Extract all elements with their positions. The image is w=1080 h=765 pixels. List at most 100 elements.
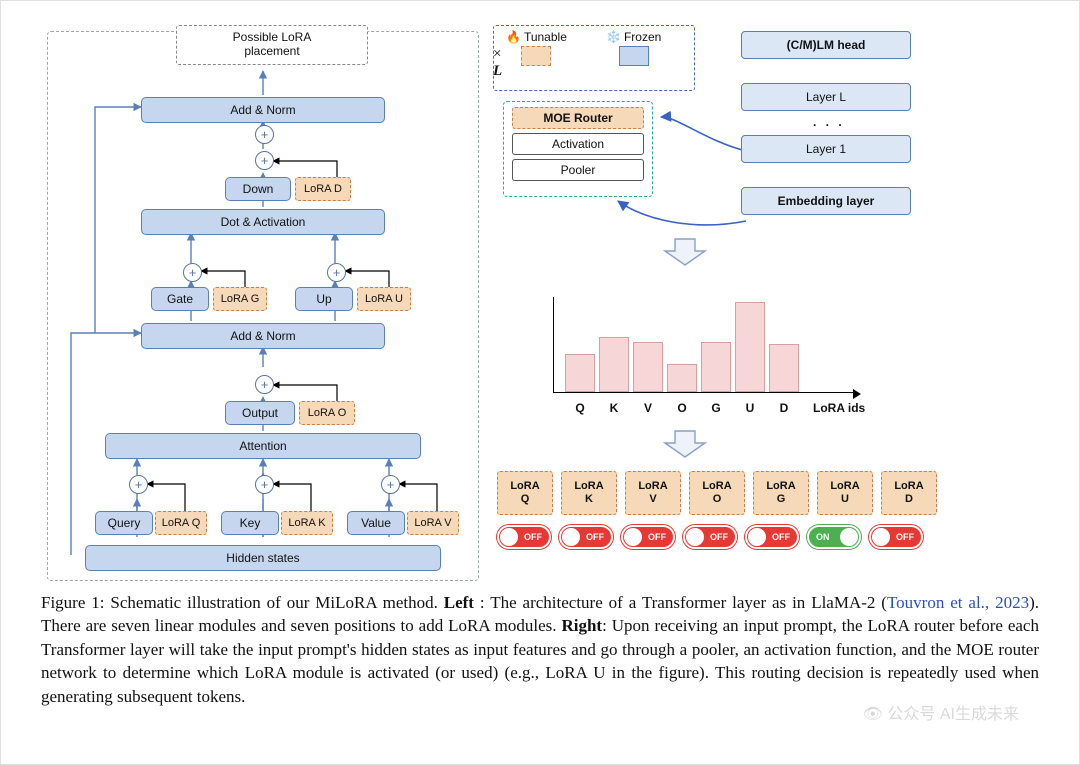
down-box: Down	[225, 177, 291, 201]
lora-card-D: LoRAD	[881, 471, 937, 515]
dot-activation-box: Dot & Activation	[141, 209, 385, 235]
plus-o: +	[255, 375, 274, 394]
legend-box: 🔥 Tunable ❄️ Frozen	[493, 25, 695, 91]
gate-label: Gate	[167, 292, 193, 306]
add-norm-top-box: Add & Norm	[141, 97, 385, 123]
moe-router-box: MOE Router	[512, 107, 644, 129]
attention-box: Attention	[105, 433, 421, 459]
layer-L-box: Layer L	[741, 83, 911, 111]
frozen-label-row: ❄️ Frozen	[606, 30, 661, 44]
tunable-label-row: 🔥 Tunable	[506, 30, 567, 44]
possible-lora-box: Possible LoRAplacement	[176, 25, 368, 65]
caption-left-label: Left	[444, 593, 474, 612]
lora-v-box: LoRA V	[407, 511, 459, 535]
hidden-states-box: Hidden states	[85, 545, 441, 571]
hist-x-arrow-icon	[853, 389, 861, 399]
lora-cards-row: LoRAQLoRAKLoRAVLoRAOLoRAGLoRAULoRAD	[497, 471, 937, 515]
lora-ids-label: LoRA ids	[813, 401, 865, 415]
possible-lora-label: Possible LoRAplacement	[233, 31, 312, 59]
hist-tick-O: O	[667, 401, 697, 415]
fire-icon: 🔥	[506, 30, 521, 44]
hist-y-axis	[553, 297, 554, 393]
caption-prefix: Figure 1: Schematic illustration of our …	[41, 593, 444, 612]
plus-d: +	[255, 151, 274, 170]
caption-citation: Touvron et al., 2023	[887, 593, 1029, 612]
embedding-box: Embedding layer	[741, 187, 911, 215]
lora-q-box: LoRA Q	[155, 511, 207, 535]
output-box: Output	[225, 401, 295, 425]
gate-box: Gate	[151, 287, 209, 311]
lora-card-G: LoRAG	[753, 471, 809, 515]
lora-card-Q: LoRAQ	[497, 471, 553, 515]
histogram: QKVOGUD LoRA ids	[543, 287, 873, 421]
tunable-swatch	[521, 46, 551, 66]
router-pooler-label: Pooler	[561, 163, 596, 177]
lora-q-label: LoRA Q	[162, 517, 201, 529]
embedding-label: Embedding layer	[778, 194, 875, 208]
lora-switch-Q[interactable]: OFF	[497, 525, 551, 549]
figure-caption: Figure 1: Schematic illustration of our …	[41, 591, 1039, 708]
lora-switch-K[interactable]: OFF	[559, 525, 613, 549]
hist-bar-U	[735, 302, 765, 392]
caption-right-label: Right	[561, 616, 602, 635]
hist-bar-V	[633, 342, 663, 392]
caption-left-a: : The architecture of a Transformer laye…	[480, 593, 887, 612]
hist-bar-D	[769, 344, 799, 392]
snowflake-icon: ❄️	[606, 30, 621, 44]
lora-switch-D[interactable]: OFF	[869, 525, 923, 549]
lora-u-box: LoRA U	[357, 287, 411, 311]
hist-tick-U: U	[735, 401, 765, 415]
add-norm-top-label: Add & Norm	[230, 103, 295, 117]
lora-switch-G[interactable]: OFF	[745, 525, 799, 549]
page-root: Possible LoRAplacement L	[0, 0, 1080, 765]
lora-o-box: LoRA O	[299, 401, 355, 425]
hist-bar-G	[701, 342, 731, 392]
query-box: Query	[95, 511, 153, 535]
hist-bar-O	[667, 364, 697, 392]
right-panel: 🔥 Tunable ❄️ Frozen MOE Router Activatio…	[493, 21, 1039, 581]
hist-bar-K	[599, 337, 629, 392]
lora-g-label: LoRA G	[221, 293, 260, 305]
plus-g: +	[183, 263, 202, 282]
value-label: Value	[361, 516, 391, 530]
query-label: Query	[108, 516, 141, 530]
hist-tick-K: K	[599, 401, 629, 415]
key-box: Key	[221, 511, 279, 535]
left-panel: Possible LoRAplacement L	[41, 21, 481, 581]
layer-1-box: Layer 1	[741, 135, 911, 163]
lora-switch-U[interactable]: ON	[807, 525, 861, 549]
stack-ellipsis: . . .	[813, 115, 845, 129]
watermark-text: 公众号 AI生成未来	[887, 706, 1019, 723]
lora-card-U: LoRAU	[817, 471, 873, 515]
key-label: Key	[240, 516, 261, 530]
lm-head-label: (C/M)LM head	[787, 38, 866, 52]
lora-u-label: LoRA U	[365, 293, 403, 305]
hist-tick-G: G	[701, 401, 731, 415]
add-norm-mid-label: Add & Norm	[230, 329, 295, 343]
lora-g-box: LoRA G	[213, 287, 267, 311]
lora-switch-O[interactable]: OFF	[683, 525, 737, 549]
value-box: Value	[347, 511, 405, 535]
layer-L-label: Layer L	[806, 90, 846, 104]
up-box: Up	[295, 287, 353, 311]
dot-activation-label: Dot & Activation	[221, 215, 306, 229]
output-label: Output	[242, 406, 278, 420]
up-label: Up	[316, 292, 331, 306]
lora-o-label: LoRA O	[308, 407, 347, 419]
lora-card-V: LoRAV	[625, 471, 681, 515]
lora-switch-V[interactable]: OFF	[621, 525, 675, 549]
router-pooler-box: Pooler	[512, 159, 644, 181]
plus-u: +	[327, 263, 346, 282]
lora-v-label: LoRA V	[414, 517, 451, 529]
lora-k-box: LoRA K	[281, 511, 333, 535]
plus-q: +	[129, 475, 148, 494]
figure-area: Possible LoRAplacement L	[41, 21, 1039, 581]
lm-head-box: (C/M)LM head	[741, 31, 911, 59]
router-activation-label: Activation	[552, 137, 604, 151]
lora-d-box: LoRA D	[295, 177, 351, 201]
down-label: Down	[243, 182, 274, 196]
lora-card-O: LoRAO	[689, 471, 745, 515]
hist-tick-Q: Q	[565, 401, 595, 415]
add-norm-mid-box: Add & Norm	[141, 323, 385, 349]
attention-label: Attention	[239, 439, 286, 453]
